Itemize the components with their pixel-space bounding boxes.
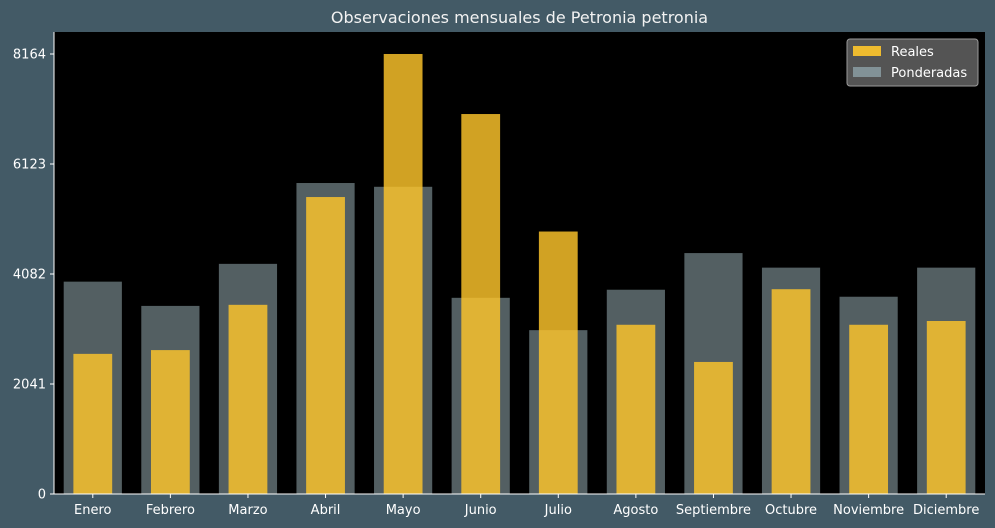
plot-area — [54, 32, 985, 494]
series-reales — [73, 53, 966, 494]
x-tick-label: Mayo — [386, 503, 421, 518]
legend-swatch-ponderadas — [853, 67, 881, 77]
x-tick-label: Junio — [464, 503, 497, 518]
bar-reales-diciembre — [926, 320, 966, 494]
bar-reales-noviembre — [849, 324, 889, 494]
x-tick-label: Agosto — [613, 503, 658, 518]
x-tick-label: Abril — [311, 503, 341, 518]
x-tick-label: Octubre — [765, 503, 817, 518]
chart-title: Observaciones mensuales de Petronia petr… — [331, 8, 708, 27]
y-tick-label: 2041 — [13, 377, 46, 392]
bar-reales-agosto — [616, 324, 656, 494]
bar-reales-octubre — [771, 289, 811, 494]
bar-reales-mayo — [383, 53, 423, 494]
x-tick-label: Febrero — [146, 503, 195, 518]
y-tick-label: 6123 — [13, 157, 46, 172]
x-tick-label: Diciembre — [913, 503, 979, 518]
bar-reales-abril — [306, 197, 345, 494]
bar-reales-septiembre — [694, 361, 733, 494]
legend-swatch-reales — [853, 46, 881, 56]
bar-reales-marzo — [228, 304, 268, 494]
legend: Reales Ponderadas — [846, 38, 979, 87]
bar-reales-junio — [461, 114, 501, 494]
y-tick-label: 4082 — [13, 267, 46, 282]
x-tick-label: Septiembre — [676, 503, 751, 518]
legend-label-reales: Reales — [891, 45, 934, 60]
x-tick-label: Julio — [544, 503, 572, 518]
legend-label-ponderadas: Ponderadas — [891, 66, 967, 81]
bar-reales-enero — [73, 353, 113, 494]
x-tick-label: Enero — [74, 503, 112, 518]
y-tick-label: 0 — [38, 488, 46, 503]
bar-reales-febrero — [150, 350, 190, 494]
bar-reales-julio — [538, 231, 578, 494]
x-tick-label: Marzo — [228, 503, 267, 518]
y-tick-label: 8164 — [13, 47, 46, 62]
x-tick-label: Noviembre — [833, 503, 904, 518]
axes: 0 2041 4082 6123 8164 Enero Febrero Marzo Abril M… — [13, 32, 985, 518]
